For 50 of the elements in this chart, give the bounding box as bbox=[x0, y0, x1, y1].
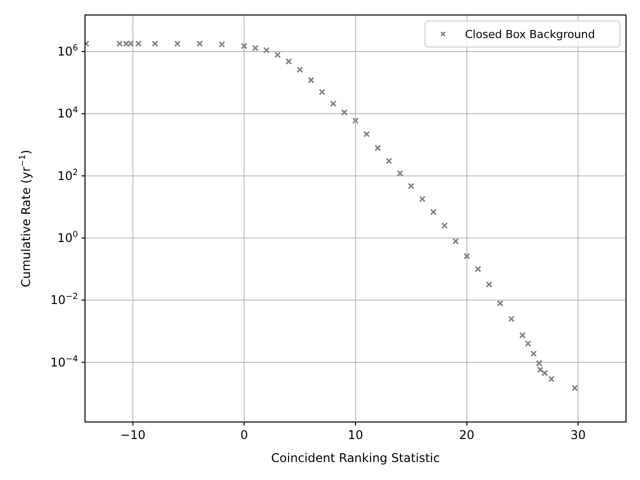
x-tick-label: 30 bbox=[570, 428, 586, 442]
point bbox=[374, 144, 382, 152]
x-tick-label: −10 bbox=[120, 428, 146, 442]
point bbox=[452, 238, 459, 244]
x-tick-label: 10 bbox=[348, 428, 364, 442]
point bbox=[572, 384, 578, 392]
point bbox=[352, 117, 359, 124]
y-tick-label: 10$^{−4}$ bbox=[50, 353, 78, 370]
point bbox=[285, 58, 292, 65]
point bbox=[464, 252, 470, 260]
point bbox=[196, 40, 203, 47]
y-tick-label: 10$^{6}$ bbox=[57, 42, 78, 59]
x-axis-title: Coincident Ranking Statistic bbox=[271, 451, 440, 465]
legend-label: Closed Box Background bbox=[465, 28, 596, 41]
point bbox=[363, 130, 370, 138]
point bbox=[296, 66, 304, 73]
point bbox=[174, 40, 181, 47]
x-tick-label: 0 bbox=[240, 428, 248, 442]
point bbox=[308, 76, 314, 84]
point bbox=[408, 182, 414, 190]
point bbox=[330, 100, 336, 107]
point bbox=[263, 47, 270, 54]
point bbox=[152, 40, 158, 47]
point bbox=[537, 366, 544, 373]
point bbox=[530, 350, 537, 357]
y-tick-label: 10$^{4}$ bbox=[57, 104, 78, 121]
point bbox=[318, 88, 326, 96]
point bbox=[419, 196, 426, 202]
point bbox=[274, 52, 281, 58]
point bbox=[252, 44, 259, 52]
x-tick-label: 20 bbox=[459, 428, 474, 442]
point bbox=[541, 370, 548, 376]
point bbox=[386, 158, 392, 164]
point bbox=[486, 281, 492, 288]
point bbox=[441, 222, 448, 229]
y-tick-label: 10$^{2}$ bbox=[57, 166, 78, 183]
point bbox=[430, 208, 437, 216]
point bbox=[240, 42, 248, 50]
point bbox=[548, 376, 555, 382]
point bbox=[536, 360, 542, 367]
point bbox=[218, 41, 226, 48]
point bbox=[474, 266, 482, 272]
point bbox=[496, 300, 504, 307]
y-tick-label: 10$^{0}$ bbox=[57, 229, 78, 246]
point bbox=[524, 340, 532, 347]
point bbox=[508, 316, 515, 322]
point bbox=[519, 332, 526, 339]
point bbox=[341, 109, 348, 116]
y-tick-label: 10$^{−2}$ bbox=[50, 291, 78, 308]
point bbox=[396, 170, 404, 177]
